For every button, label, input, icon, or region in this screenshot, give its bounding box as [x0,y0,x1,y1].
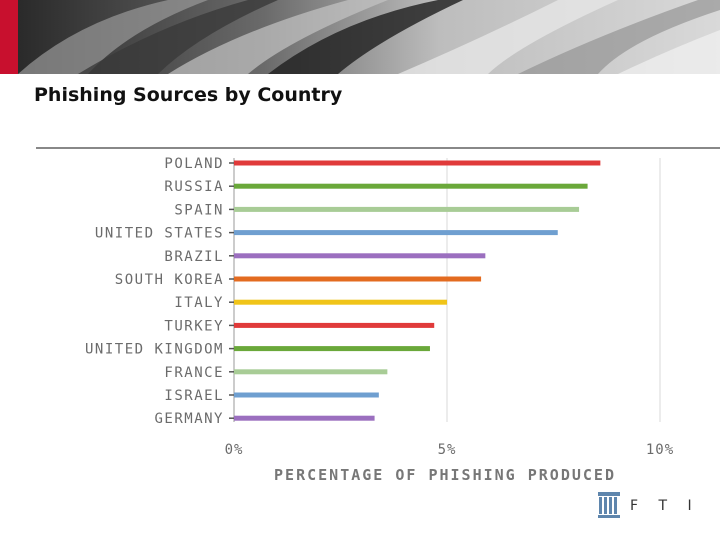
x-tick-labels: 0% 5% 10% [225,442,674,458]
bar-turkey [234,322,435,328]
bar-france [234,369,388,375]
category-label: ISRAEL [164,388,224,404]
bar-chart: POLAND RUSSIA SPAIN UNITED STATES BRAZIL SOUT… [85,156,674,484]
bar-united-states [234,230,558,236]
bar-italy [234,299,447,305]
x-tick-label: 0% [225,442,244,458]
category-label: UNITED KINGDOM [85,342,224,358]
company-logo: F T I [596,490,696,520]
header-photo [18,0,720,74]
category-label: BRAZIL [164,249,224,265]
bar-russia [234,183,588,189]
bar-brazil [234,253,486,259]
x-tick-label: 10% [646,442,674,458]
category-label: RUSSIA [164,179,224,195]
red-accent-bar [0,0,18,74]
category-label: GERMANY [154,411,224,427]
title-divider [36,147,720,149]
category-label: FRANCE [164,365,224,381]
category-labels: POLAND RUSSIA SPAIN UNITED STATES BRAZIL SOUT… [85,156,234,427]
category-label: TURKEY [164,318,224,334]
gridlines [446,158,661,422]
x-axis-label: PERCENTAGE OF PHISHING PRODUCED [274,466,616,484]
bars [234,160,601,421]
logo-text: F T I [630,498,696,514]
slide-title: Phishing Sources by Country [34,84,343,106]
x-tick-label: 5% [438,442,457,458]
bar-spain [234,206,580,212]
building-columns-icon [598,492,620,518]
bar-germany [234,415,375,421]
category-label: ITALY [174,295,224,311]
category-label: POLAND [164,156,224,172]
category-label: SOUTH KOREA [115,272,224,288]
bar-poland [234,160,601,166]
bar-israel [234,392,379,398]
category-label: SPAIN [174,202,224,218]
bar-united-kingdom [234,346,430,352]
bar-south-korea [234,276,482,282]
category-label: UNITED STATES [95,226,224,242]
